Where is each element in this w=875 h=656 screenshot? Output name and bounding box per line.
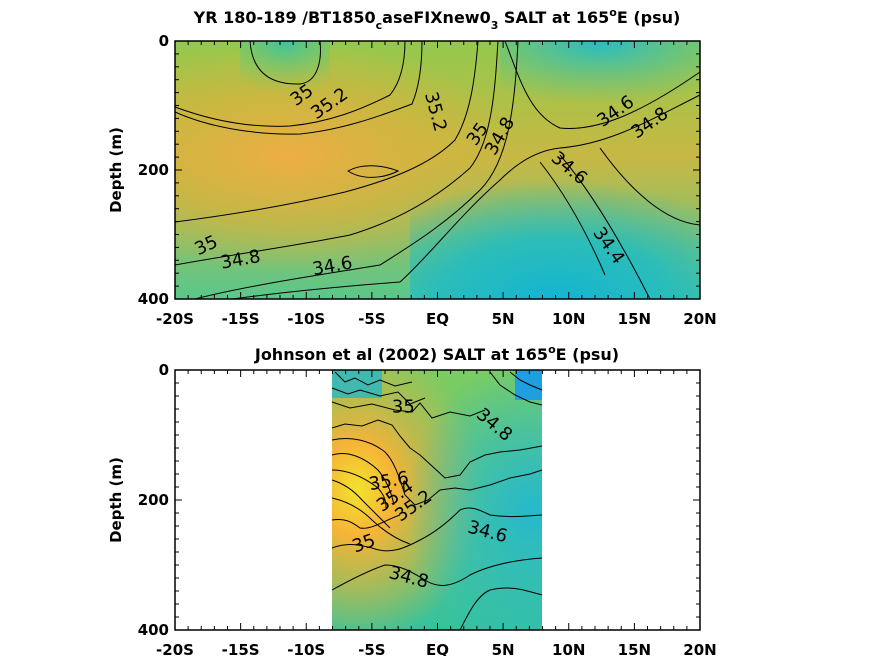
x-tick-label: -20S: [156, 310, 194, 328]
contour-lines-2: [331, 371, 543, 631]
x-tick-label: 15N: [618, 310, 651, 328]
y-tick-label: 200: [138, 161, 169, 179]
y-tick-label: 400: [138, 290, 169, 308]
x-tick-label: -15S: [222, 641, 260, 656]
y-tick-label: 400: [138, 621, 169, 639]
x-tick-label: -20S: [156, 641, 194, 656]
y-tick-label: 0: [159, 361, 169, 379]
x-tick-label: 5N: [492, 310, 515, 328]
axes-1: -20S -15S -10S -5S EQ 5N 10N 15N 20N 0 200 400: [138, 32, 717, 328]
panel1-title: YR 180-189 /BT1850caseFIXnew03 SALT at 1…: [193, 6, 681, 32]
x-tick-label: -5S: [358, 310, 385, 328]
x-tick-label: 20N: [683, 310, 716, 328]
salinity-field-1: [175, 41, 700, 299]
y-tick-label: 200: [138, 491, 169, 509]
x-tick-label: -15S: [222, 310, 260, 328]
x-tick-label: 10N: [552, 641, 585, 656]
x-tick-label: EQ: [426, 310, 449, 328]
x-tick-label: EQ: [426, 641, 449, 656]
salinity-field-2: [332, 370, 542, 630]
x-tick-label: 5N: [492, 641, 515, 656]
panel-model-salinity: YR 180-189 /BT1850caseFIXnew03 SALT at 1…: [107, 6, 717, 328]
x-tick-label: -5S: [358, 641, 385, 656]
x-tick-label: 20N: [683, 641, 716, 656]
y-tick-label: 0: [159, 32, 169, 50]
panel2-ylabel: Depth (m): [107, 457, 125, 543]
axes-2: -20S -15S -10S -5S EQ 5N 10N 15N 20N 0 200 400: [138, 361, 717, 656]
contour-lines-1: [174, 40, 701, 300]
x-tick-label: 15N: [618, 641, 651, 656]
panel-johnson-salinity: Johnson et al (2002) SALT at 165oE (psu): [107, 343, 717, 656]
contour-label: 35: [392, 397, 415, 418]
x-tick-label: -10S: [287, 641, 325, 656]
x-tick-label: 10N: [552, 310, 585, 328]
panel1-ylabel: Depth (m): [107, 127, 125, 213]
panel2-title: Johnson et al (2002) SALT at 165oE (psu): [254, 343, 619, 364]
x-tick-label: -10S: [287, 310, 325, 328]
